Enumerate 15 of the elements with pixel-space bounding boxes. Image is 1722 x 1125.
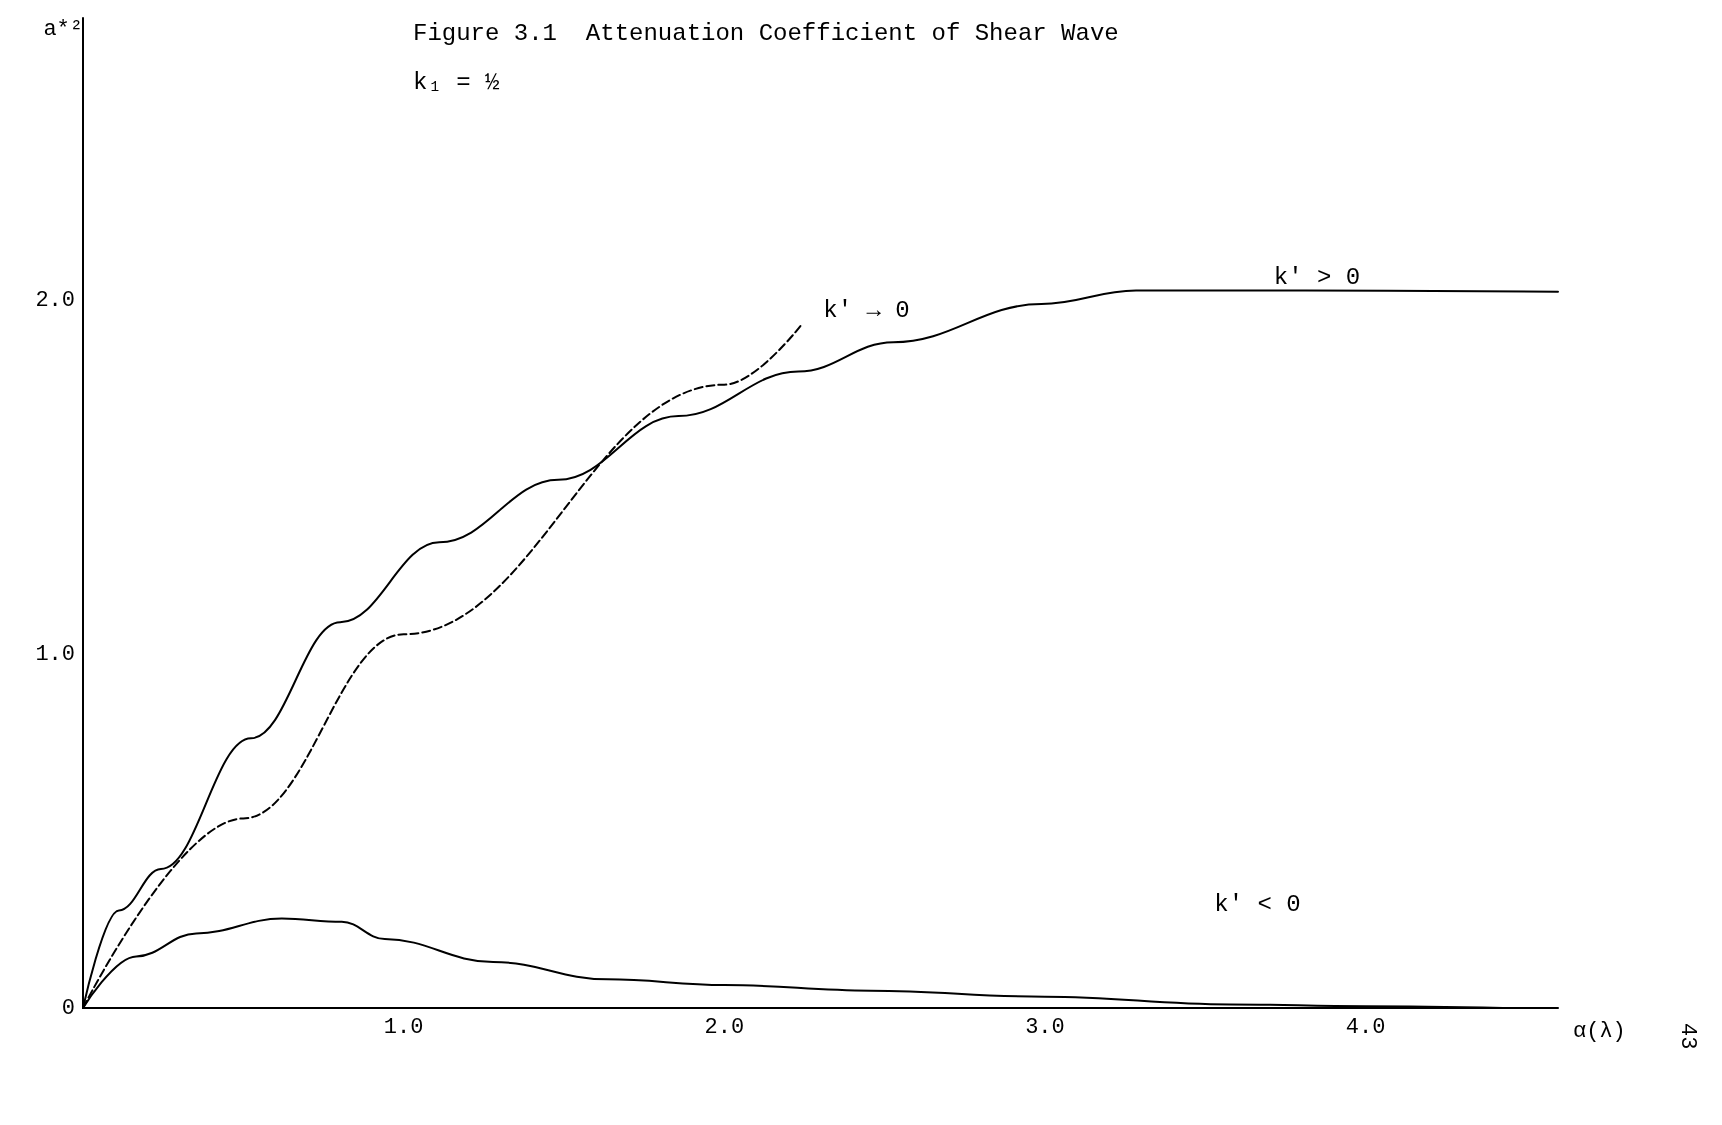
x-tick-label: 4.0 (1345, 1014, 1386, 1040)
x-axis-title: α(λ) (1573, 1018, 1626, 1044)
text: k₁ = ½ (413, 68, 501, 96)
y-axis-title: a*² (43, 16, 83, 42)
annotation: k' < 0 (1214, 891, 1301, 918)
annotation: k' > 0 (1273, 264, 1361, 291)
y-tick-label: 1.0 (35, 641, 75, 667)
y-tick-label: 2.0 (35, 288, 75, 314)
annotation: k' → 0 (823, 297, 910, 324)
x-tick-label: 3.0 (1025, 1014, 1065, 1040)
x-tick-label: 1.0 (383, 1014, 424, 1040)
y-tick-label: 0 (61, 995, 75, 1021)
text: 43 (1674, 1023, 1700, 1050)
chart-title: Figure 3.1 Attenuation Coefficient of Shear Wave (413, 19, 1119, 47)
x-tick-label: 2.0 (704, 1014, 745, 1040)
